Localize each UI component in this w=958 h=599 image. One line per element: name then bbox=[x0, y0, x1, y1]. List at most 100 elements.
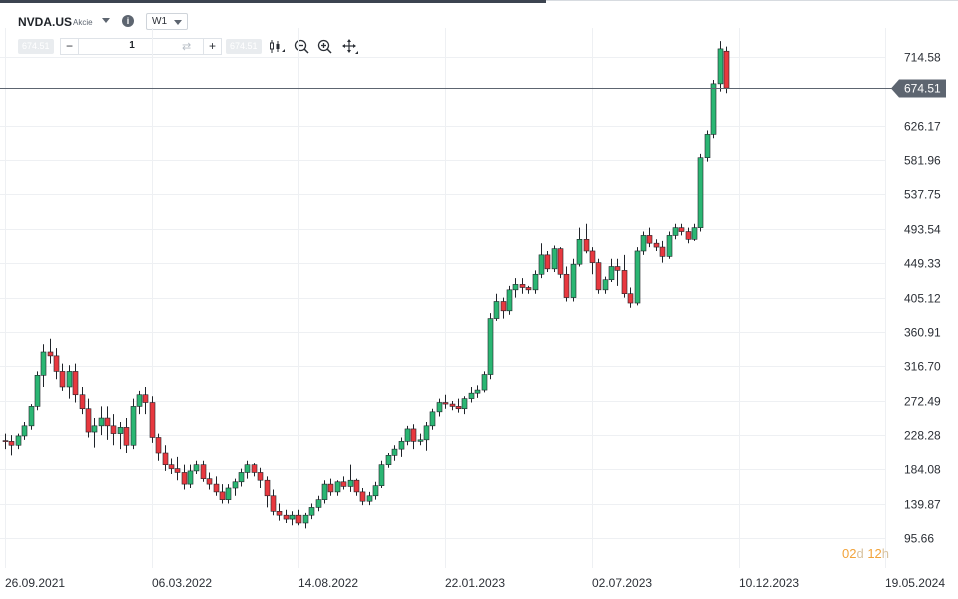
y-tick-label: 272.49 bbox=[904, 395, 941, 409]
candle-body bbox=[149, 402, 156, 438]
candle-body bbox=[717, 48, 724, 85]
y-tick-label: 714.58 bbox=[904, 51, 941, 65]
candle-body bbox=[225, 487, 232, 500]
y-tick-label: 316.70 bbox=[904, 360, 941, 374]
candle-down bbox=[142, 386, 149, 415]
candle-down bbox=[678, 223, 685, 236]
y-tick-label: 626.17 bbox=[904, 120, 941, 134]
info-icon[interactable]: i bbox=[122, 15, 134, 27]
chevron-down-icon[interactable] bbox=[102, 18, 110, 23]
countdown-days: 02 bbox=[842, 546, 857, 561]
candle-body bbox=[174, 468, 181, 473]
candle-body bbox=[442, 402, 449, 405]
candle-body bbox=[40, 351, 47, 376]
candle-body bbox=[244, 464, 251, 473]
swap-icon[interactable]: ⇄ bbox=[182, 41, 192, 53]
order-toolbar: 674.51 − 1 ⇄ + 674.51 bbox=[0, 38, 400, 56]
candle-body bbox=[685, 231, 692, 240]
candle-down bbox=[519, 278, 526, 294]
candle-body bbox=[576, 239, 583, 265]
decrease-quantity-button[interactable]: − bbox=[61, 39, 79, 54]
x-tick-label: 02.07.2023 bbox=[592, 576, 652, 590]
candle-body bbox=[608, 266, 615, 281]
timeframe-select[interactable]: W1 bbox=[146, 13, 188, 30]
candle-body bbox=[672, 227, 679, 236]
candle-body bbox=[193, 464, 200, 472]
candle-down bbox=[589, 247, 596, 275]
candle-body bbox=[264, 479, 271, 497]
candle-down bbox=[181, 464, 188, 490]
candle-down bbox=[685, 227, 692, 244]
candle-up bbox=[66, 365, 73, 399]
candle-down bbox=[595, 258, 602, 294]
candle-body bbox=[117, 427, 124, 434]
candle-body bbox=[8, 441, 15, 446]
candle-body bbox=[21, 425, 28, 437]
candle-body bbox=[206, 478, 213, 485]
candle-up bbox=[378, 460, 385, 488]
quantity-stepper[interactable]: − 1 ⇄ + bbox=[60, 38, 222, 55]
candle-body bbox=[436, 402, 443, 413]
candle-up bbox=[372, 481, 379, 500]
candle-body bbox=[110, 425, 117, 434]
x-tick-label: 14.08.2022 bbox=[298, 576, 358, 590]
candle-body bbox=[678, 227, 685, 232]
candle-up bbox=[302, 512, 309, 529]
candle-countdown: 02d 12h bbox=[842, 546, 889, 561]
candle-down bbox=[110, 414, 117, 446]
candle-body bbox=[251, 464, 258, 473]
candle-down bbox=[276, 503, 283, 521]
candle-up bbox=[334, 480, 341, 496]
candlestick-type-icon[interactable] bbox=[268, 38, 286, 56]
candle-down bbox=[525, 285, 532, 294]
candle-body bbox=[468, 392, 475, 399]
sell-price-button[interactable]: 674.51 bbox=[18, 39, 54, 54]
candle-up bbox=[289, 511, 296, 526]
candle-up bbox=[697, 153, 704, 232]
candle-body bbox=[104, 417, 111, 427]
price-axis[interactable]: 714.58 626.17 581.96 537.75 493.54 449.33 405.… bbox=[904, 51, 941, 546]
time-axis[interactable]: 26.09.2021 06.03.2022 14.08.2022 22.01.2023… bbox=[5, 576, 945, 590]
crosshair-move-icon[interactable] bbox=[341, 38, 359, 56]
candle-body bbox=[398, 441, 405, 450]
candle-body bbox=[136, 394, 143, 407]
candle-down bbox=[544, 250, 551, 272]
buy-price-button[interactable]: 674.51 bbox=[226, 39, 262, 54]
top-divider bbox=[546, 0, 958, 1]
candle-body bbox=[295, 514, 302, 524]
candle-up bbox=[602, 276, 609, 294]
candle-body bbox=[634, 250, 641, 304]
increase-quantity-button[interactable]: + bbox=[203, 39, 221, 54]
candle-down bbox=[270, 489, 277, 516]
candle-up bbox=[225, 484, 232, 504]
quantity-input[interactable]: 1 bbox=[129, 40, 135, 51]
y-tick-label: 360.91 bbox=[904, 326, 941, 340]
x-tick-label: 19.05.2024 bbox=[885, 576, 945, 590]
candle-down bbox=[295, 509, 302, 526]
candle-body bbox=[123, 427, 130, 446]
symbol-label[interactable]: NVDA.US bbox=[18, 15, 73, 29]
candle-body bbox=[646, 235, 653, 244]
candle-body bbox=[570, 263, 577, 298]
candle-up bbox=[461, 396, 468, 415]
zoom-in-icon[interactable] bbox=[316, 38, 334, 56]
candle-down bbox=[340, 476, 347, 490]
candle-up bbox=[187, 464, 194, 488]
candle-down bbox=[104, 406, 111, 440]
candle-down bbox=[59, 363, 66, 391]
candle-body bbox=[334, 481, 341, 493]
candle-body bbox=[500, 301, 507, 312]
candle-body bbox=[417, 439, 424, 442]
candle-up bbox=[193, 460, 200, 475]
candle-up bbox=[117, 421, 124, 450]
candle-up bbox=[710, 79, 717, 139]
y-tick-label: 493.54 bbox=[904, 223, 941, 237]
candle-up bbox=[551, 245, 558, 272]
candle-up bbox=[481, 371, 488, 393]
candle-down bbox=[557, 247, 564, 279]
candle-body bbox=[315, 499, 322, 508]
candle-up bbox=[347, 464, 354, 492]
candle-down bbox=[723, 46, 730, 94]
candle-down bbox=[219, 484, 226, 504]
